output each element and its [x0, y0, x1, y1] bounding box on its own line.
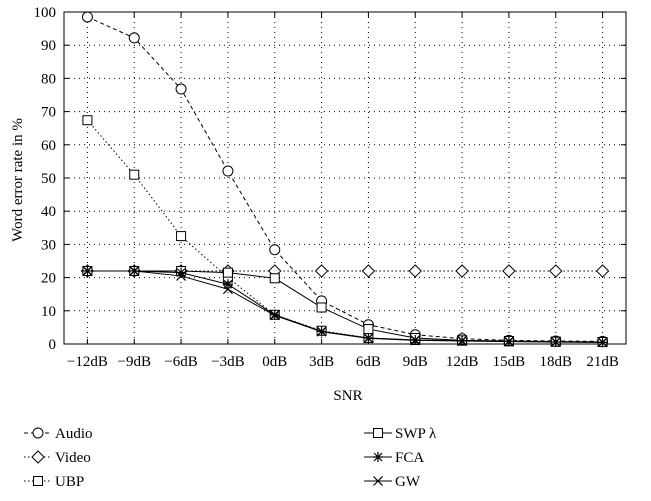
- data-point-video: [595, 264, 610, 278]
- y-tick-label: 10: [41, 304, 56, 320]
- series-line-swp: [87, 270, 603, 343]
- data-point-audio: [175, 83, 187, 95]
- y-tick-label: 50: [41, 171, 56, 187]
- data-point-gw: [597, 337, 608, 348]
- data-point-video: [314, 264, 329, 278]
- y-tick-label: 0: [49, 337, 57, 353]
- legend-marker-gw: [373, 476, 383, 486]
- y-tick-label: 100: [34, 5, 57, 21]
- legend-marker-audio: [32, 427, 44, 439]
- legend-marker-video: [31, 450, 45, 464]
- y-tick-label: 30: [41, 237, 56, 253]
- legend-label-gw: GW: [395, 474, 421, 490]
- legend-item-fca: FCA: [364, 450, 424, 466]
- x-tick-label: 9dB: [403, 354, 428, 370]
- legend-marker-ubp: [33, 476, 43, 486]
- x-tick-label: 0dB: [262, 354, 287, 370]
- data-point-gw: [222, 284, 233, 295]
- data-point-fca: [222, 279, 233, 290]
- data-point-video: [408, 264, 422, 278]
- y-tick-label: 40: [41, 204, 56, 220]
- legend-item-gw: GW: [364, 474, 421, 490]
- y-tick-label: 90: [41, 38, 56, 54]
- data-point-video: [361, 264, 376, 278]
- data-point-gw: [129, 266, 140, 276]
- x-tick-label: 21dB: [586, 354, 619, 370]
- y-axis-label: Word error rate in %: [10, 118, 26, 242]
- legend-label-ubp: UBP: [55, 474, 84, 490]
- data-point-gw: [269, 310, 280, 321]
- data-point-gw: [82, 266, 93, 276]
- data-point-audio: [81, 11, 93, 23]
- series-ubp: [82, 115, 608, 348]
- x-tick-label: −3dB: [211, 354, 244, 370]
- legend-label-audio: Audio: [55, 426, 93, 442]
- legend: Audio Video UBP SWP λ FCA GW: [24, 426, 437, 490]
- x-tick-labels: −12dB −9dB −6dB −3dB 0dB 3dB 6dB 9dB 12dB 15dB 18d…: [67, 354, 619, 370]
- data-point-video: [549, 264, 563, 278]
- legend-item-ubp: UBP: [24, 474, 84, 490]
- data-point-video: [455, 264, 469, 278]
- grid-lines: [64, 11, 626, 345]
- data-point-gw: [410, 335, 421, 346]
- legend-label-video: Video: [55, 450, 91, 466]
- data-point-ubp: [129, 169, 140, 180]
- data-point-swp: [269, 273, 280, 284]
- data-point-audio: [222, 165, 234, 177]
- series-gw: [82, 266, 608, 348]
- legend-item-swp: SWP λ: [364, 426, 437, 442]
- data-point-swp: [222, 267, 233, 278]
- x-tick-label: 18dB: [539, 354, 572, 370]
- legend-item-audio: Audio: [24, 426, 93, 442]
- data-point-swp: [316, 302, 327, 313]
- x-tick-label: 12dB: [446, 354, 479, 370]
- series-audio: [81, 11, 609, 347]
- y-tick-label: 80: [41, 71, 56, 87]
- legend-marker-swp: [373, 428, 383, 438]
- data-point-fca: [176, 267, 187, 278]
- x-tick-label: −12dB: [67, 354, 108, 370]
- legend-label-swp: SWP λ: [395, 426, 437, 442]
- legend-label-fca: FCA: [395, 450, 424, 466]
- data-point-video: [502, 264, 516, 278]
- data-point-gw: [316, 326, 327, 337]
- data-point-ubp: [82, 115, 93, 126]
- series-line-gw: [87, 270, 603, 343]
- x-axis-label: SNR: [333, 388, 362, 404]
- x-tick-label: −9dB: [118, 354, 151, 370]
- data-point-audio: [269, 244, 281, 256]
- data-point-gw: [550, 337, 561, 347]
- data-point-gw: [503, 336, 514, 347]
- data-point-gw: [363, 333, 374, 344]
- legend-item-video: Video: [24, 450, 91, 466]
- series-line-fca: [87, 270, 603, 343]
- x-tick-label: 3dB: [309, 354, 334, 370]
- data-point-audio: [128, 32, 140, 44]
- series-line-ubp: [87, 119, 603, 343]
- data-point-swp: [363, 324, 374, 335]
- x-tick-label: −6dB: [164, 354, 197, 370]
- series-line-audio: [87, 16, 603, 342]
- y-tick-label: 70: [41, 105, 56, 121]
- data-point-ubp: [176, 231, 187, 242]
- legend-marker-fca: [373, 452, 383, 462]
- plot-frame: [63, 11, 627, 345]
- x-tick-label: 15dB: [493, 354, 526, 370]
- y-tick-label: 20: [41, 271, 56, 287]
- plot-series: [80, 11, 610, 348]
- data-point-gw: [176, 271, 187, 281]
- x-tick-label: 6dB: [356, 354, 381, 370]
- y-tick-labels: 0 10 20 30 40 50 60 70 80 90 100: [34, 5, 57, 353]
- y-tick-label: 60: [41, 138, 56, 154]
